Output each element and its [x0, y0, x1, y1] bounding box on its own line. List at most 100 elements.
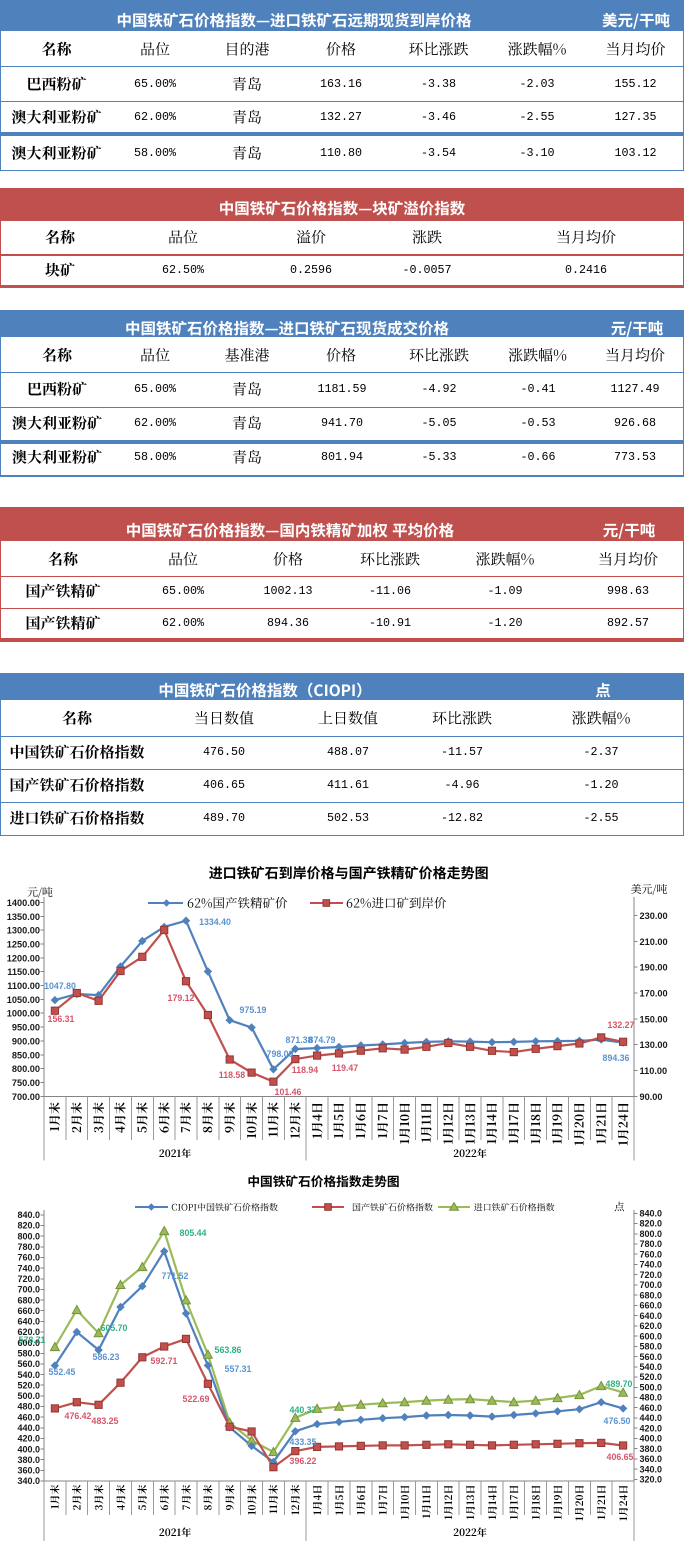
svg-text:62%进口矿到岸价: 62%进口矿到岸价: [346, 894, 447, 912]
svg-text:640.0: 640.0: [640, 1311, 663, 1321]
svg-text:520.0: 520.0: [17, 1380, 40, 1390]
svg-text:1月24日: 1月24日: [615, 1485, 630, 1522]
svg-text:771.52: 771.52: [162, 1271, 189, 1281]
svg-text:1月5日: 1月5日: [331, 1485, 346, 1516]
svg-text:700.0: 700.0: [640, 1280, 663, 1290]
svg-text:1200.00: 1200.00: [7, 953, 40, 963]
svg-text:1月24日: 1月24日: [614, 1102, 631, 1146]
svg-text:380.0: 380.0: [17, 1455, 40, 1465]
svg-text:340.0: 340.0: [17, 1476, 40, 1486]
svg-text:9月末: 9月末: [221, 1102, 238, 1133]
svg-text:660.0: 660.0: [17, 1306, 40, 1316]
svg-text:2021年: 2021年: [159, 1145, 191, 1160]
svg-text:进口铁矿石到岸价格与国产铁精矿价格走势图: 进口铁矿石到岸价格与国产铁精矿价格走势图: [209, 863, 489, 883]
svg-text:中国铁矿石价格指数走势图: 中国铁矿石价格指数走势图: [247, 1171, 399, 1190]
svg-text:586.23: 586.23: [93, 1352, 120, 1362]
svg-text:380.0: 380.0: [640, 1444, 663, 1454]
svg-text:580.0: 580.0: [640, 1342, 663, 1352]
svg-text:美元/吨: 美元/吨: [631, 881, 668, 897]
svg-text:1月21日: 1月21日: [593, 1485, 608, 1520]
svg-text:540.0: 540.0: [17, 1370, 40, 1380]
svg-text:489.70: 489.70: [606, 1379, 633, 1389]
svg-text:5月末: 5月末: [134, 1485, 149, 1511]
svg-text:480.0: 480.0: [17, 1402, 40, 1412]
svg-text:118.58: 118.58: [219, 1070, 246, 1080]
svg-text:476.50: 476.50: [604, 1416, 631, 1426]
svg-text:8月末: 8月末: [200, 1485, 215, 1511]
svg-text:2022年: 2022年: [453, 1145, 487, 1160]
svg-text:700.00: 700.00: [12, 1092, 40, 1102]
svg-text:1月11日: 1月11日: [418, 1102, 435, 1143]
svg-text:130.00: 130.00: [640, 1040, 668, 1050]
svg-text:460.0: 460.0: [640, 1403, 663, 1413]
svg-text:557.31: 557.31: [225, 1364, 252, 1374]
svg-text:975.19: 975.19: [240, 1005, 267, 1015]
svg-text:元/吨: 元/吨: [27, 884, 53, 900]
svg-text:900.00: 900.00: [12, 1036, 40, 1046]
svg-text:740.0: 740.0: [640, 1260, 663, 1270]
svg-text:1月7日: 1月7日: [375, 1485, 390, 1516]
svg-text:560.0: 560.0: [17, 1359, 40, 1369]
svg-text:406.65: 406.65: [607, 1452, 634, 1462]
svg-text:805.44: 805.44: [180, 1228, 207, 1238]
svg-text:1月13日: 1月13日: [462, 1485, 477, 1520]
svg-text:780.0: 780.0: [640, 1239, 663, 1249]
svg-text:798.00: 798.00: [267, 1049, 294, 1059]
svg-text:750.00: 750.00: [12, 1078, 40, 1088]
svg-text:110.00: 110.00: [640, 1066, 668, 1076]
svg-text:400.0: 400.0: [17, 1444, 40, 1454]
svg-text:国产铁矿石价格指数: 国产铁矿石价格指数: [352, 1200, 433, 1213]
svg-text:580.0: 580.0: [17, 1349, 40, 1359]
svg-text:1150.00: 1150.00: [7, 967, 40, 977]
svg-text:720.0: 720.0: [640, 1270, 663, 1280]
svg-text:620.0: 620.0: [17, 1327, 40, 1337]
svg-text:1300.00: 1300.00: [7, 926, 40, 936]
svg-text:500.0: 500.0: [17, 1391, 40, 1401]
svg-text:1000.00: 1000.00: [7, 1009, 40, 1019]
svg-text:396.22: 396.22: [290, 1456, 317, 1466]
svg-text:1月20日: 1月20日: [571, 1102, 588, 1146]
svg-text:894.36: 894.36: [603, 1053, 630, 1063]
svg-text:1月18日: 1月18日: [528, 1485, 543, 1520]
svg-text:3月末: 3月末: [90, 1485, 105, 1511]
svg-text:1月14日: 1月14日: [483, 1102, 500, 1144]
svg-text:483.25: 483.25: [92, 1416, 119, 1426]
svg-text:871.38: 871.38: [286, 1035, 313, 1045]
svg-text:1050.00: 1050.00: [7, 995, 40, 1005]
svg-text:1月10日: 1月10日: [396, 1485, 411, 1520]
svg-text:进口铁矿石价格指数: 进口铁矿石价格指数: [474, 1200, 555, 1213]
svg-text:540.0: 540.0: [640, 1362, 663, 1372]
svg-text:118.94: 118.94: [292, 1065, 319, 1075]
svg-text:170.00: 170.00: [640, 989, 668, 999]
svg-text:1334.40: 1334.40: [199, 917, 231, 927]
svg-text:7月末: 7月末: [178, 1485, 193, 1511]
svg-text:1月末: 1月末: [46, 1102, 63, 1132]
svg-text:1月18日: 1月18日: [527, 1102, 544, 1144]
svg-text:440.37: 440.37: [290, 1405, 317, 1415]
svg-text:156.31: 156.31: [48, 1014, 75, 1024]
svg-text:1月10日: 1月10日: [396, 1102, 413, 1144]
svg-text:1月5日: 1月5日: [330, 1102, 347, 1139]
svg-text:2021年: 2021年: [159, 1524, 191, 1539]
svg-text:179.12: 179.12: [168, 993, 195, 1003]
svg-text:CIOPI中国铁矿石价格指数: CIOPI中国铁矿石价格指数: [171, 1200, 278, 1213]
svg-text:800.00: 800.00: [12, 1064, 40, 1074]
svg-text:1月7日: 1月7日: [374, 1102, 391, 1139]
svg-text:440.0: 440.0: [17, 1423, 40, 1433]
svg-text:1100.00: 1100.00: [7, 981, 40, 991]
svg-text:460.0: 460.0: [17, 1412, 40, 1422]
svg-text:1月20日: 1月20日: [571, 1485, 586, 1522]
svg-text:12月末: 12月末: [287, 1102, 304, 1139]
svg-text:600.0: 600.0: [17, 1338, 40, 1348]
svg-text:2022年: 2022年: [453, 1524, 487, 1539]
svg-text:1月11日: 1月11日: [418, 1485, 433, 1519]
svg-text:480.0: 480.0: [640, 1393, 663, 1403]
svg-text:1月13日: 1月13日: [461, 1102, 478, 1144]
svg-text:90.00: 90.00: [640, 1092, 663, 1102]
svg-text:680.0: 680.0: [640, 1290, 663, 1300]
svg-text:1月12日: 1月12日: [440, 1485, 455, 1520]
svg-text:2月末: 2月末: [69, 1485, 84, 1511]
svg-text:520.0: 520.0: [640, 1372, 663, 1382]
svg-text:210.00: 210.00: [640, 937, 668, 947]
svg-text:620.0: 620.0: [640, 1321, 663, 1331]
